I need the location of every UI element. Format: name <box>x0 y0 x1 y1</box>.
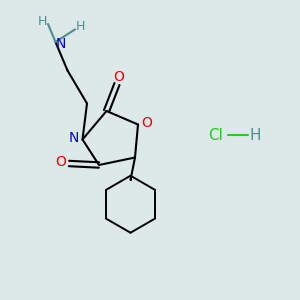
Text: N: N <box>56 37 66 50</box>
Text: H: H <box>38 14 47 28</box>
Text: N: N <box>69 131 79 145</box>
Text: H: H <box>249 128 261 142</box>
Text: Cl: Cl <box>208 128 224 142</box>
Text: O: O <box>141 116 152 130</box>
Text: O: O <box>55 155 66 169</box>
Text: O: O <box>113 70 124 84</box>
Text: H: H <box>76 20 85 34</box>
